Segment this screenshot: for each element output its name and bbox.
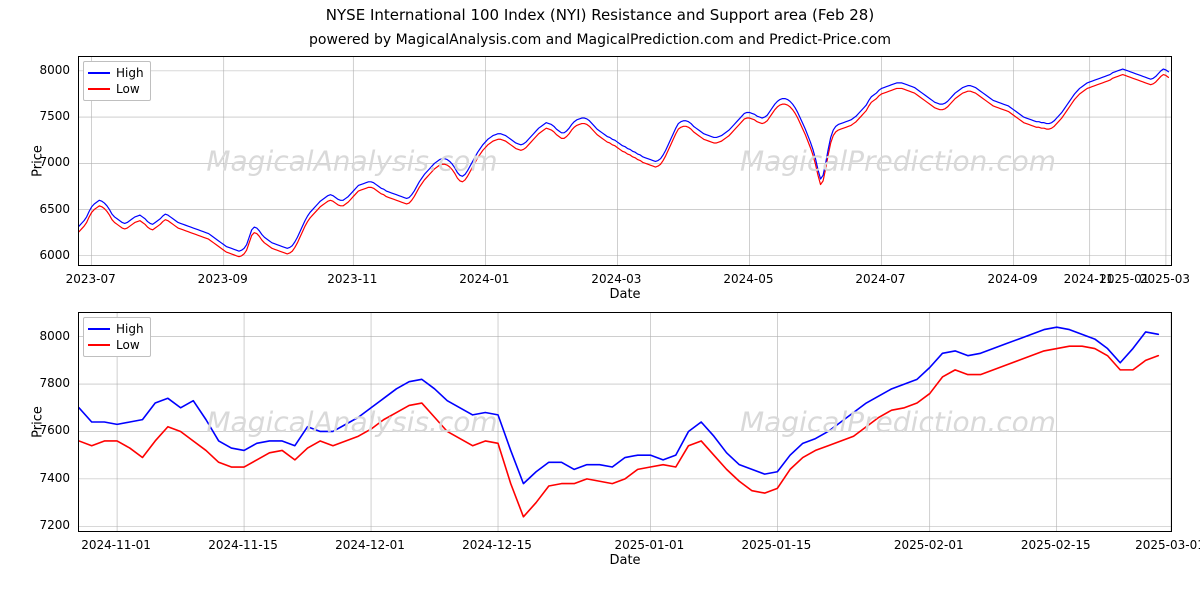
x-tick-label: 2024-05 — [723, 266, 773, 286]
legend-swatch-low — [88, 88, 110, 90]
y-tick-label: 7500 — [39, 109, 78, 123]
x-tick-label: 2023-11 — [327, 266, 377, 286]
legend-label-low: Low — [116, 337, 140, 353]
top-plot-area: MagicalAnalysis.com MagicalPrediction.co… — [78, 56, 1172, 266]
legend-label-low: Low — [116, 81, 140, 97]
y-tick-label: 6000 — [39, 248, 78, 262]
x-tick-label: 2025-01-15 — [741, 532, 811, 552]
x-tick-label: 2024-03 — [591, 266, 641, 286]
legend-item-high: High — [88, 65, 144, 81]
legend-item-low: Low — [88, 337, 144, 353]
x-tick-label: 2025-01-01 — [615, 532, 685, 552]
y-axis-label: Price — [30, 145, 45, 177]
bottom-chart-panel: MagicalAnalysis.com MagicalPrediction.co… — [78, 312, 1172, 532]
legend-item-low: Low — [88, 81, 144, 97]
legend-swatch-high — [88, 72, 110, 74]
bottom-plot-area: MagicalAnalysis.com MagicalPrediction.co… — [78, 312, 1172, 532]
legend-box: High Low — [83, 317, 151, 357]
x-tick-label: 2023-09 — [198, 266, 248, 286]
chart-title: NYSE International 100 Index (NYI) Resis… — [0, 0, 1200, 24]
x-tick-label: 2025-03-01 — [1135, 532, 1200, 552]
x-tick-label: 2024-12-01 — [335, 532, 405, 552]
y-tick-label: 8000 — [39, 329, 78, 343]
y-axis-label: Price — [30, 406, 45, 438]
x-tick-label: 2025-03 — [1140, 266, 1190, 286]
x-axis-label: Date — [609, 553, 640, 568]
bottom-plot-svg — [79, 313, 1171, 531]
x-tick-label: 2024-12-15 — [462, 532, 532, 552]
chart-page: { "title": "NYSE International 100 Index… — [0, 0, 1200, 600]
x-tick-label: 2024-11-15 — [208, 532, 278, 552]
x-tick-label: 2023-07 — [66, 266, 116, 286]
y-tick-label: 7800 — [39, 376, 78, 390]
top-chart-panel: MagicalAnalysis.com MagicalPrediction.co… — [78, 56, 1172, 266]
x-tick-label: 2024-07 — [855, 266, 905, 286]
y-tick-label: 7200 — [39, 518, 78, 532]
legend-label-high: High — [116, 65, 144, 81]
legend-label-high: High — [116, 321, 144, 337]
x-tick-label: 2024-11-01 — [81, 532, 151, 552]
y-tick-label: 8000 — [39, 63, 78, 77]
x-tick-label: 2024-09 — [987, 266, 1037, 286]
legend-swatch-high — [88, 328, 110, 330]
y-tick-label: 7400 — [39, 471, 78, 485]
legend-item-high: High — [88, 321, 144, 337]
x-tick-label: 2025-02-15 — [1021, 532, 1091, 552]
top-plot-svg — [79, 57, 1171, 265]
x-tick-label: 2025-02-01 — [894, 532, 964, 552]
y-tick-label: 6500 — [39, 202, 78, 216]
legend-box: High Low — [83, 61, 151, 101]
x-axis-label: Date — [609, 287, 640, 302]
chart-subtitle: powered by MagicalAnalysis.com and Magic… — [0, 24, 1200, 52]
x-tick-label: 2024-01 — [459, 266, 509, 286]
legend-swatch-low — [88, 344, 110, 346]
